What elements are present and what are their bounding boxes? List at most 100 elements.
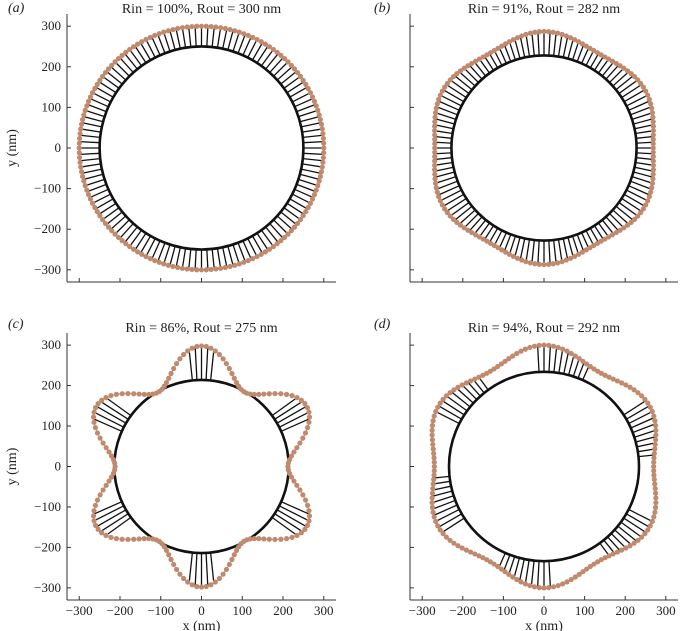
spoke [623, 517, 647, 533]
spoke [151, 240, 161, 260]
spoke [181, 27, 187, 48]
spoke [302, 163, 323, 168]
outer-point [165, 262, 171, 268]
panel-title: Rin = 86%, Rout = 275 nm [125, 321, 277, 336]
outer-point [91, 419, 97, 425]
outer-point [651, 476, 657, 483]
outer-point [313, 187, 319, 193]
outer-point [550, 343, 557, 349]
outer-point [307, 200, 314, 206]
outer-point [321, 145, 327, 151]
spoke [163, 244, 171, 265]
y-tick-label: 0 [55, 140, 62, 155]
spoke [260, 49, 274, 67]
outer-point [432, 176, 438, 182]
spoke [294, 97, 314, 108]
outer-point [514, 35, 521, 41]
outer-point [189, 23, 195, 30]
outer-point [84, 187, 90, 193]
outer-point [650, 128, 656, 134]
outer-point [321, 150, 327, 156]
spoke [618, 201, 639, 217]
outer-point [131, 391, 137, 397]
outer-point [304, 522, 311, 528]
outer-point [443, 393, 449, 399]
spoke [251, 42, 264, 61]
spoke [625, 405, 650, 420]
outer-point [99, 397, 105, 403]
spoke [589, 227, 600, 243]
outer-point [651, 459, 657, 465]
spoke [567, 38, 574, 59]
outer-point [119, 391, 125, 397]
outer-point [115, 55, 122, 62]
spoke [129, 229, 143, 247]
outer-point [431, 476, 437, 483]
outer-point [572, 353, 578, 359]
outer-point [431, 413, 437, 419]
spoke [456, 387, 474, 404]
spoke [205, 346, 209, 381]
outer-point [614, 378, 620, 384]
outer-point [198, 343, 205, 349]
outer-point [306, 409, 312, 415]
outer-point [623, 545, 629, 551]
outer-point [220, 571, 226, 577]
outer-point [320, 154, 326, 161]
outer-point [602, 372, 608, 378]
outer-point [621, 65, 627, 71]
outer-point [459, 382, 465, 388]
spoke [175, 247, 181, 268]
outer-point [254, 36, 260, 43]
spoke [434, 166, 454, 172]
spoke [105, 516, 132, 536]
spoke [434, 157, 452, 161]
spoke [188, 248, 192, 270]
outer-point [212, 348, 218, 354]
spoke [435, 112, 457, 121]
y-tick-label: 100 [42, 418, 62, 433]
outer-point [203, 267, 209, 273]
spoke [463, 67, 479, 83]
outer-point [222, 264, 228, 271]
outer-point [614, 549, 620, 555]
outer-point [650, 123, 656, 129]
outer-point [606, 374, 612, 380]
outer-point [143, 36, 149, 43]
spoke [468, 64, 483, 80]
outer-point [304, 425, 311, 431]
spoke [274, 513, 303, 533]
outer-point [442, 84, 448, 90]
outer-point [288, 228, 294, 234]
outer-point [536, 342, 542, 348]
outer-point [645, 92, 651, 98]
outer-point [78, 126, 84, 132]
outer-point [531, 584, 538, 590]
outer-point [152, 32, 158, 39]
outer-point [628, 71, 634, 77]
outer-point [306, 513, 313, 519]
spoke [548, 31, 551, 56]
outer-point [468, 549, 474, 555]
outer-point [281, 234, 288, 241]
spoke [119, 57, 134, 73]
spoke [537, 31, 540, 56]
outer-point [92, 522, 99, 528]
outer-point [213, 266, 219, 272]
outer-point [179, 265, 185, 271]
outer-point [554, 260, 561, 266]
outer-point [650, 132, 656, 138]
outer-point [173, 566, 180, 573]
spoke [503, 44, 512, 62]
spoke [265, 226, 279, 244]
spoke [601, 219, 615, 235]
spoke [609, 213, 625, 229]
outer-point [266, 391, 272, 397]
outer-point [130, 246, 137, 252]
outer-point [560, 581, 566, 587]
spoke [468, 216, 483, 232]
outer-point [523, 259, 529, 265]
outer-point [536, 29, 543, 35]
spoke [302, 134, 324, 139]
spoke [289, 198, 308, 210]
